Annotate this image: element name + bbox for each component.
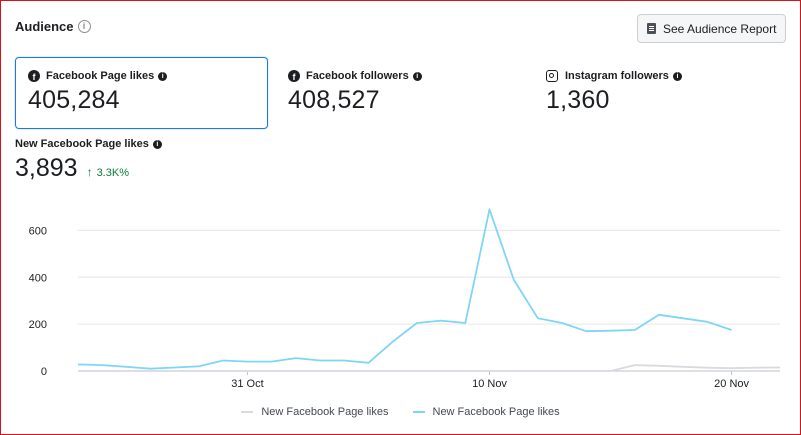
chart-legend: New Facebook Page likes New Facebook Pag… [0,406,801,418]
legend-swatch [412,411,425,413]
legend-label: New Facebook Page likes [261,406,389,418]
info-icon[interactable]: i [412,71,422,81]
series-line [78,364,781,372]
new-likes-summary: New Facebook Page likes i 3,893 ↑ 3.3K% [15,138,162,183]
card-value: 408,527 [288,86,380,114]
card-label: Facebook Page likes [46,70,155,82]
new-likes-label: New Facebook Page likes [15,138,149,150]
see-audience-report-button[interactable]: See Audience Report [637,14,786,43]
facebook-icon: f [28,70,40,82]
document-icon [647,23,656,34]
info-icon[interactable]: i [672,71,682,81]
instagram-icon [546,70,558,82]
facebook-icon: f [288,70,300,82]
y-tick-label: 400 [29,272,47,284]
new-likes-value: 3,893 [15,154,78,182]
card-instagram-followers[interactable]: Instagram followers i 1,360 [545,57,785,129]
y-tick-label: 0 [41,366,47,378]
info-circle-icon[interactable]: i [77,20,91,33]
see-audience-report-label: See Audience Report [663,21,777,36]
card-label: Instagram followers [565,70,669,82]
y-tick-label: 600 [29,225,47,237]
info-icon[interactable]: i [158,71,168,81]
card-value: 405,284 [28,86,120,114]
audience-header: Audience i [15,19,91,34]
series-line [77,208,732,370]
x-tick-label: 10 Nov [472,378,507,390]
card-facebook-followers[interactable]: f Facebook followers i 408,527 [287,57,527,129]
info-icon[interactable]: i [152,139,162,149]
arrow-up-icon: ↑ [86,165,93,179]
x-tick-label: 31 Oct [231,378,263,390]
legend-item[interactable]: New Facebook Page likes [412,406,560,418]
delta-badge: ↑ 3.3K% [87,165,129,179]
legend-item[interactable]: New Facebook Page likes [241,406,389,418]
card-facebook-page-likes[interactable]: f Facebook Page likes i 405,284 [15,57,268,129]
legend-label: New Facebook Page likes [432,406,560,418]
y-tick-label: 200 [29,319,47,331]
card-label: Facebook followers [306,70,409,82]
new-likes-chart: 0 200 400 600 31 Oct 10 Nov 20 Nov [29,208,781,390]
card-value: 1,360 [546,86,610,114]
legend-swatch [241,411,254,413]
delta-value: 3.3K% [96,167,129,179]
page-title: Audience [15,19,74,34]
x-tick-label: 20 Nov [714,378,749,390]
